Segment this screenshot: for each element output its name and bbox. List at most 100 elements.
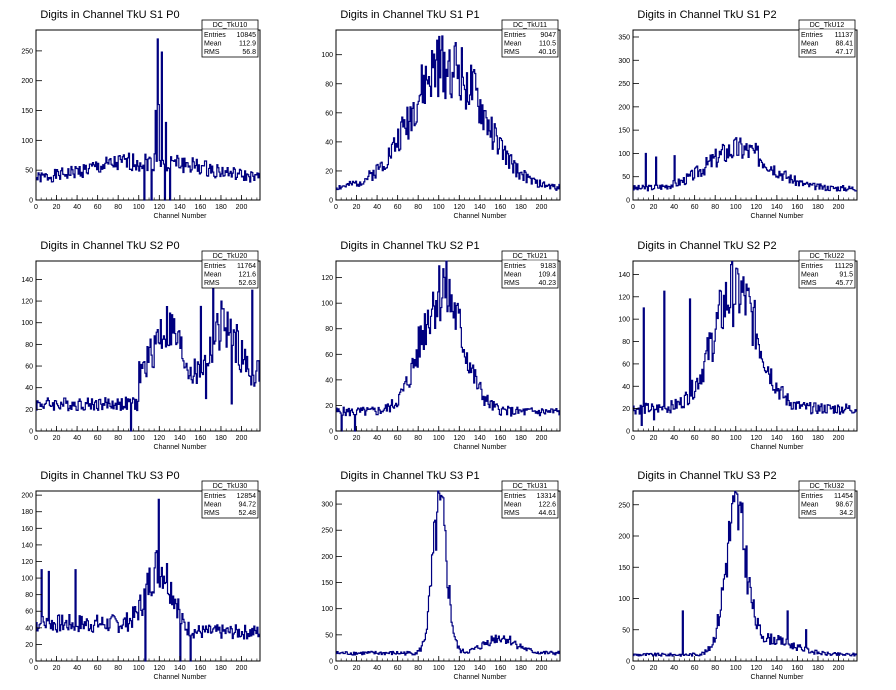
y-tick-label: 100 xyxy=(321,52,333,59)
y-tick-label: 150 xyxy=(618,128,630,135)
stats-mean-value: 122.6 xyxy=(538,502,556,509)
x-tick-label: 200 xyxy=(536,435,548,442)
y-tick-label: 150 xyxy=(321,580,333,587)
panel-title: Digits in Channel TkU S1 P0 xyxy=(40,9,179,21)
x-tick-label: 20 xyxy=(353,665,361,672)
y-tick-label: 0 xyxy=(329,429,333,436)
x-axis-label: Channel Number xyxy=(751,213,805,220)
stats-mean-label: Mean xyxy=(801,41,819,48)
plot-frame xyxy=(335,29,561,201)
x-tick-label: 40 xyxy=(373,204,381,211)
x-tick-label: 20 xyxy=(353,435,361,442)
stats-box xyxy=(201,480,259,519)
stats-mean-value: 121.6 xyxy=(238,272,256,279)
x-tick-label: 100 xyxy=(730,435,742,442)
x-tick-label: 180 xyxy=(215,435,227,442)
x-tick-label: 180 xyxy=(812,665,824,672)
x-tick-label: 160 xyxy=(195,665,207,672)
stats-rms-label: RMS xyxy=(504,49,520,56)
x-tick-label: 80 xyxy=(114,665,122,672)
x-tick-label: 160 xyxy=(495,204,507,211)
histogram-line xyxy=(36,498,260,662)
stats-name: DC_TkU10 xyxy=(213,22,248,29)
x-tick-label: 120 xyxy=(453,435,465,442)
stats-box xyxy=(501,250,559,289)
histogram-line xyxy=(36,270,260,432)
x-tick-label: 40 xyxy=(73,665,81,672)
x-tick-label: 40 xyxy=(373,665,381,672)
histogram-line xyxy=(633,490,857,657)
y-tick-label: 20 xyxy=(25,407,33,414)
x-tick-label: 80 xyxy=(114,204,122,211)
panel-title: Digits in Channel TkU S1 P2 xyxy=(637,9,776,21)
y-tick-label: 40 xyxy=(622,384,630,391)
y-tick-label: 140 xyxy=(618,272,630,279)
y-tick-label: 250 xyxy=(21,48,33,55)
x-tick-label: 200 xyxy=(536,204,548,211)
stats-entries-value: 13314 xyxy=(537,493,557,500)
x-tick-label: 200 xyxy=(833,435,845,442)
panel-title: Digits in Channel TkU S2 P1 xyxy=(340,240,479,252)
x-tick-label: 100 xyxy=(433,435,445,442)
stats-mean-value: 91.5 xyxy=(839,272,853,279)
stats-entries-label: Entries xyxy=(801,493,823,500)
stats-rms-value: 47.17 xyxy=(835,49,853,56)
x-tick-label: 160 xyxy=(495,435,507,442)
histogram-panel: Digits in Channel TkU S1 P0 0 20 40 60 80 100 1… xyxy=(21,9,261,220)
stats-rms-value: 44.61 xyxy=(538,510,556,517)
x-tick-label: 20 xyxy=(53,665,61,672)
stats-box xyxy=(501,480,559,519)
y-tick-label: 80 xyxy=(25,592,33,599)
stats-mean-label: Mean xyxy=(504,502,522,509)
x-axis-label: Channel Number xyxy=(154,674,208,681)
y-tick-label: 150 xyxy=(618,565,630,572)
histogram-line xyxy=(36,38,260,201)
stats-rms-label: RMS xyxy=(504,510,520,517)
y-tick-label: 20 xyxy=(25,642,33,649)
x-tick-label: 160 xyxy=(792,665,804,672)
histogram-line xyxy=(633,260,857,427)
x-tick-label: 200 xyxy=(236,204,248,211)
y-tick-label: 0 xyxy=(29,198,33,205)
stats-entries-label: Entries xyxy=(504,493,526,500)
stats-mean-value: 88.41 xyxy=(835,41,853,48)
y-tick-label: 60 xyxy=(325,110,333,117)
histogram-line xyxy=(336,260,560,432)
y-tick-label: 140 xyxy=(21,542,33,549)
x-tick-label: 60 xyxy=(394,204,402,211)
y-tick-label: 200 xyxy=(618,534,630,541)
x-tick-label: 60 xyxy=(394,665,402,672)
x-tick-label: 140 xyxy=(771,435,783,442)
y-tick-label: 40 xyxy=(325,377,333,384)
y-tick-label: 120 xyxy=(618,294,630,301)
stats-mean-value: 112.9 xyxy=(239,41,256,48)
x-tick-label: 180 xyxy=(812,204,824,211)
stats-entries-label: Entries xyxy=(504,32,526,39)
y-tick-label: 180 xyxy=(21,509,33,516)
stats-name: DC_TkU20 xyxy=(213,253,248,260)
x-tick-label: 0 xyxy=(34,435,38,442)
stats-entries-label: Entries xyxy=(801,263,823,270)
x-tick-label: 40 xyxy=(670,204,678,211)
stats-name: DC_TkU22 xyxy=(810,253,845,260)
y-tick-label: 80 xyxy=(622,339,630,346)
stats-entries-value: 12854 xyxy=(237,493,257,500)
x-tick-label: 0 xyxy=(334,665,338,672)
stats-entries-label: Entries xyxy=(504,263,526,270)
x-tick-label: 120 xyxy=(453,665,465,672)
histogram-panel: Digits in Channel TkU S3 P2 0 20 40 60 80 100 1… xyxy=(618,470,858,681)
y-tick-label: 350 xyxy=(618,34,630,41)
stats-mean-label: Mean xyxy=(504,41,522,48)
stats-mean-value: 109.4 xyxy=(538,272,556,279)
x-axis-label: Channel Number xyxy=(454,444,508,451)
x-tick-label: 20 xyxy=(650,665,658,672)
x-tick-label: 60 xyxy=(94,204,102,211)
y-tick-label: 0 xyxy=(329,198,333,205)
stats-mean-label: Mean xyxy=(204,41,222,48)
stats-mean-label: Mean xyxy=(204,272,222,279)
x-tick-label: 160 xyxy=(195,435,207,442)
histogram-panel: Digits in Channel TkU S2 P0 0 20 40 60 80 100 1… xyxy=(21,240,261,451)
stats-rms-label: RMS xyxy=(204,280,220,287)
panel-title: Digits in Channel TkU S3 P0 xyxy=(40,470,179,482)
stats-rms-label: RMS xyxy=(204,510,220,517)
